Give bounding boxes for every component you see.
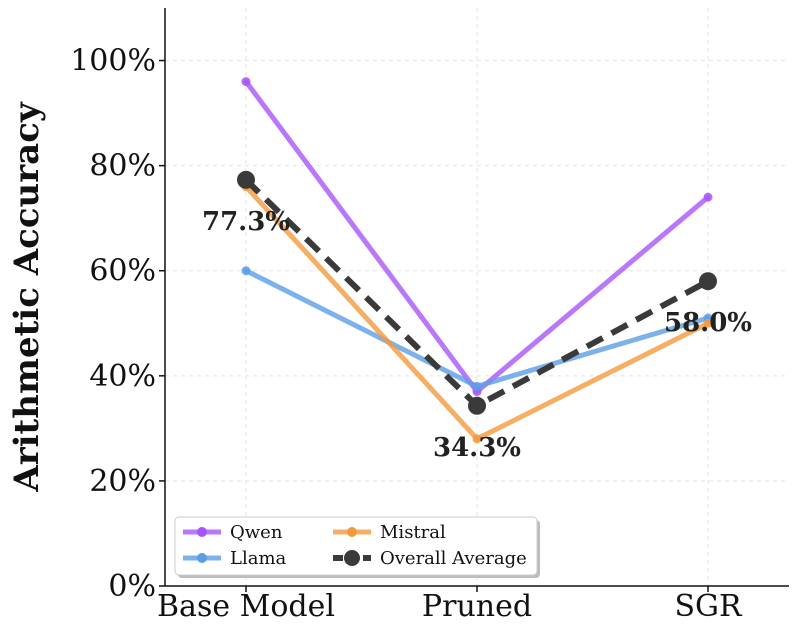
y-tick-label: 20% <box>89 464 156 499</box>
data-label-average: 58.0% <box>664 308 752 338</box>
y-tick-label: 0% <box>108 569 156 604</box>
legend-label-qwen: Qwen <box>230 522 283 543</box>
data-point-overall-average <box>699 272 717 291</box>
legend-marker-qwen <box>197 527 207 537</box>
y-tick-label: 80% <box>89 149 156 184</box>
x-tick-label: Base Model <box>157 589 335 624</box>
data-label-average: 34.3% <box>433 433 521 463</box>
legend-marker-mistral <box>347 527 357 537</box>
data-point-llama <box>472 381 482 391</box>
legend: Qwen Llama Mistral Overall Average <box>174 516 540 578</box>
x-tick-label: Pruned <box>422 589 532 624</box>
x-ticks: Base Model Pruned SGR <box>157 586 743 624</box>
grid-lines <box>165 8 789 586</box>
series-group <box>237 77 717 444</box>
y-axis-label: Arithmetic Accuracy <box>7 101 47 493</box>
legend-label-overall-average: Overall Average <box>380 548 527 569</box>
y-ticks: 0% 20% 40% 60% 80% 100% <box>70 44 165 604</box>
data-point-mistral <box>472 434 482 444</box>
legend-label-llama: Llama <box>230 548 287 569</box>
data-point-qwen <box>703 192 713 202</box>
data-point-overall-average <box>468 396 486 415</box>
data-point-mistral <box>703 318 713 328</box>
x-tick-label: SGR <box>674 589 743 624</box>
data-point-overall-average <box>237 170 255 189</box>
annotations: 77.3% 34.3% 58.0% <box>202 207 752 463</box>
y-tick-label: 100% <box>70 44 156 79</box>
y-tick-label: 40% <box>89 359 156 394</box>
legend-label-mistral: Mistral <box>380 522 446 543</box>
y-tick-label: 60% <box>89 254 156 289</box>
legend-marker-llama <box>197 553 207 563</box>
data-point-qwen <box>241 77 251 87</box>
legend-marker-overall-average <box>344 550 360 566</box>
legend-box <box>174 516 538 576</box>
data-point-llama <box>241 266 251 276</box>
data-label-average: 77.3% <box>202 207 290 237</box>
